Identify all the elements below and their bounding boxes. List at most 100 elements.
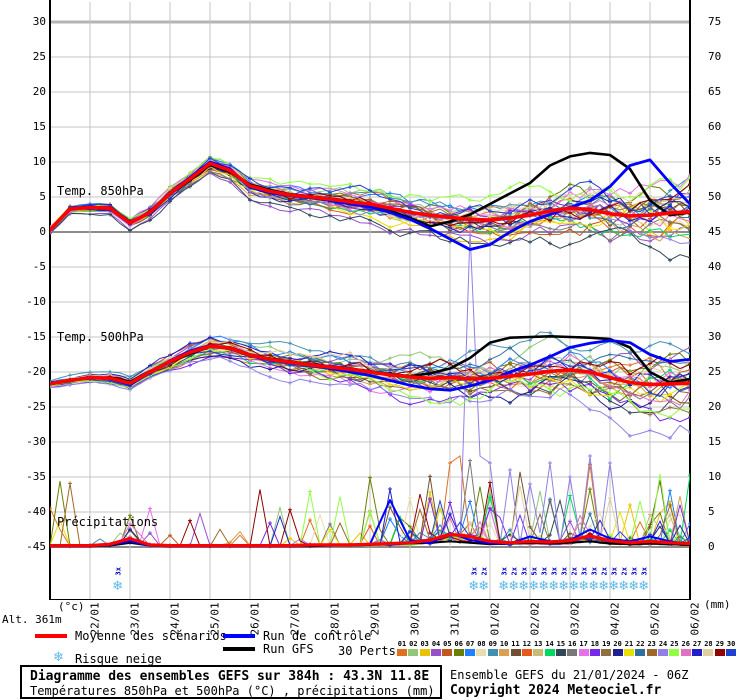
member-color-swatch (544, 649, 555, 656)
ensemble-mean-line-t850 (50, 161, 690, 232)
member-number: 30 (726, 640, 736, 648)
member-number: 08 (477, 640, 486, 648)
member-color-swatch (714, 649, 725, 656)
member-color-swatch (680, 649, 691, 656)
member-color-swatch (533, 649, 544, 656)
member-number: 12 (522, 640, 532, 648)
y-axis-label-right: 55 (708, 155, 722, 168)
snow-risk-icon: ❄ (638, 579, 650, 594)
snow-risk-count: 3x (540, 567, 549, 576)
member-number: 23 (647, 640, 656, 648)
member-color-swatch (578, 649, 589, 656)
y-axis-label-right: 10 (708, 470, 722, 483)
member-number: 17 (579, 640, 588, 648)
altitude-label: Alt. 361m (2, 613, 62, 626)
chart-title: Diagramme des ensembles GEFS sur 384h : … (30, 669, 430, 684)
ensemble-mean-line-precip (50, 532, 690, 548)
y-axis-label-right: 20 (708, 400, 722, 413)
x-axis-date-label: 30/01 (408, 602, 422, 636)
left-axis-unit: (°c) (58, 600, 85, 613)
y-axis-label-left: 30 (32, 15, 46, 28)
member-number: 25 (670, 640, 679, 648)
y-axis-label-left: -20 (26, 365, 46, 378)
member-number: 24 (658, 640, 668, 648)
member-color-swatch (431, 649, 442, 656)
snow-risk-icon: ❄ (618, 579, 630, 594)
member-number: 27 (692, 640, 702, 648)
mean-line-label: Moyenne des scénarios (75, 629, 227, 643)
snow-risk-icon: ❄ (528, 579, 540, 594)
ensemble-plot (49, 0, 691, 600)
panel-label-t850: Temp. 850hPa (57, 184, 144, 198)
control-line-label: Run de contrôle (263, 629, 372, 643)
y-axis-label-left: -5 (32, 260, 46, 273)
y-axis-label-right: 75 (708, 15, 722, 28)
y-axis-label-left: -10 (26, 295, 46, 308)
ensemble-mean-line-t500 (50, 344, 690, 387)
chart-title-box: Diagramme des ensembles GEFS sur 384h : … (20, 665, 442, 699)
perturbations-count-label: 30 Perts. (338, 644, 404, 658)
ensemble-member-palette: 01 02 03 04 05 06 07 08 09 10 11 12 13 14 15 16 17 18 19 20… (397, 640, 740, 657)
x-axis-date-label: 31/01 (448, 602, 462, 636)
member-number: 19 (602, 640, 611, 648)
snow-risk-icon: ❄ (598, 579, 610, 594)
snowflake-icon: ❄ (53, 650, 64, 665)
member-number: 18 (590, 640, 600, 648)
member-color-swatch (726, 649, 737, 656)
member-number: 20 (613, 640, 622, 648)
snow-risk-count: 2x (570, 567, 579, 576)
member-number: 06 (454, 640, 463, 648)
member-color-swatch (397, 649, 407, 656)
y-axis-label-right: 65 (708, 85, 722, 98)
member-color-swatch (658, 649, 669, 656)
y-axis-label-left: 0 (39, 225, 46, 238)
member-color-swatch (601, 649, 612, 656)
member-number: 22 (636, 640, 645, 648)
member-number: 05 (443, 640, 452, 648)
y-axis-label-right: 15 (708, 435, 722, 448)
y-axis-label-left: -30 (26, 435, 46, 448)
snow-risk-count: 2x (620, 567, 629, 576)
run-info: Ensemble GEFS du 21/01/2024 - 06Z (450, 668, 689, 682)
y-axis-label-right: 70 (708, 50, 722, 63)
snow-risk-count: 3x (500, 567, 509, 576)
right-axis-unit: (mm) (704, 598, 731, 611)
snow-risk-count: 3x (550, 567, 559, 576)
member-number: 09 (488, 640, 498, 648)
member-color-swatch (465, 649, 476, 656)
member-color-swatch (567, 649, 578, 656)
member-number: 07 (465, 640, 475, 648)
member-color-swatch (703, 649, 714, 656)
snow-risk-count: 3x (580, 567, 589, 576)
y-axis-label-left: 10 (32, 155, 46, 168)
x-axis-date-label: 02/02 (528, 602, 542, 636)
snow-risk-label: Risque neige (75, 652, 162, 666)
member-number: 01 (397, 640, 407, 648)
copyright: Copyright 2024 Meteociel.fr (450, 683, 662, 698)
snow-risk-icon: ❄ (518, 579, 530, 594)
member-color-swatch (589, 649, 600, 656)
snow-risk-count: 3x (610, 567, 619, 576)
member-number: 21 (624, 640, 634, 648)
snow-risk-icon: ❄ (508, 579, 520, 594)
member-color-swatch (669, 649, 680, 656)
snow-risk-icon: ❄ (578, 579, 590, 594)
snow-risk-count: 5x (530, 567, 539, 576)
member-color-swatch (692, 649, 703, 656)
member-number: 04 (431, 640, 441, 648)
y-axis-label-left: -25 (26, 400, 46, 413)
snow-risk-count: 2x (480, 567, 489, 576)
snow-risk-icon: ❄ (608, 579, 620, 594)
snow-risk-icon: ❄ (548, 579, 560, 594)
member-color-swatch (635, 649, 646, 656)
member-color-swatch (442, 649, 453, 656)
member-color-swatch (510, 649, 521, 656)
member-color-swatch (646, 649, 657, 656)
snow-risk-icon: ❄ (498, 579, 510, 594)
snow-risk-count: 3x (630, 567, 639, 576)
y-axis-label-right: 40 (708, 260, 722, 273)
member-color-swatch (555, 649, 566, 656)
snow-risk-count: 3x (114, 567, 123, 576)
y-axis-label-left: 25 (32, 50, 46, 63)
